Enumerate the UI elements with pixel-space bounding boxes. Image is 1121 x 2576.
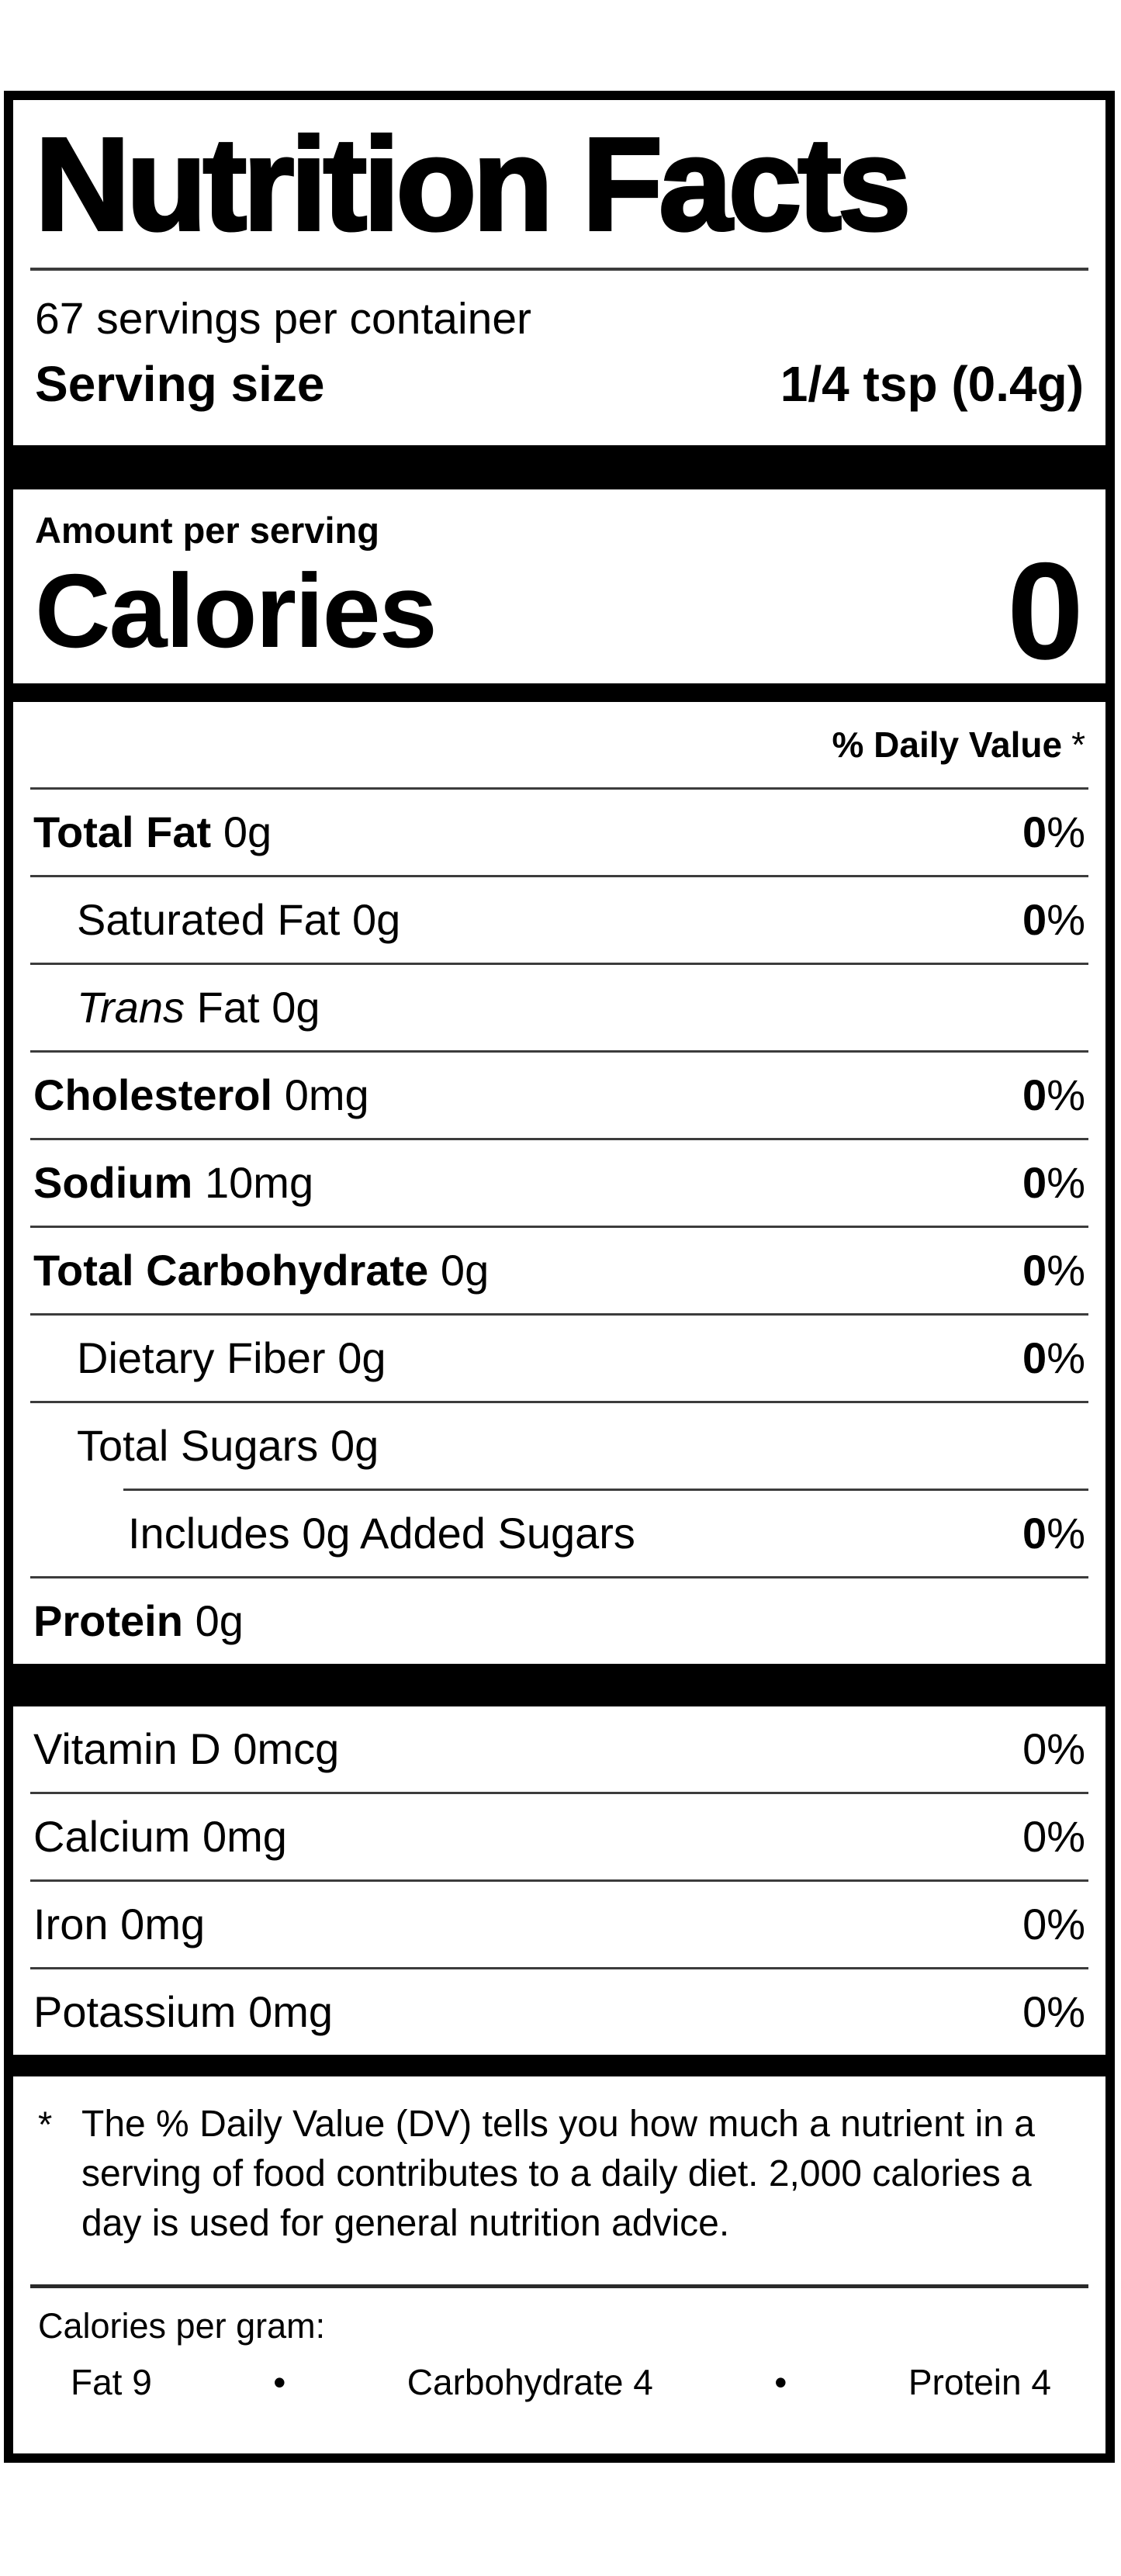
thick-divider	[13, 445, 1105, 490]
nutrient-name: Saturated Fat	[77, 895, 341, 945]
daily-value-header: % Daily Value *	[30, 702, 1088, 790]
nutrient-row-protein: Protein 0g	[30, 1578, 1088, 1664]
nutrient-amount: 0g	[351, 895, 401, 945]
calories-label: Calories	[35, 552, 438, 670]
nutrient-name: Cholesterol	[33, 1070, 273, 1120]
nutrient-dv: 0%	[1022, 895, 1085, 945]
nutrient-amount: 0g	[223, 807, 272, 857]
footnote: * The % Daily Value (DV) tells you how m…	[30, 2076, 1088, 2284]
cpg-item-carbohydrate: Carbohydrate 4	[407, 2362, 653, 2403]
divider	[30, 2284, 1088, 2288]
vitamin-name: Vitamin D	[33, 1724, 221, 1774]
nutrient-row-sodium: Sodium 10mg 0%	[30, 1140, 1088, 1229]
nutrient-name: Sodium	[33, 1158, 193, 1208]
vitamin-row-potassium: Potassium 0mg 0%	[30, 1969, 1088, 2055]
nutrient-dv: 0%	[1022, 1333, 1085, 1383]
indented-divider	[123, 1489, 1088, 1492]
nutrient-row-saturated-fat: Saturated Fat 0g 0%	[30, 877, 1088, 966]
nutrient-name: Total Carbohydrate	[33, 1246, 429, 1295]
nutrient-name: Protein	[33, 1596, 183, 1646]
nutrient-name: Dietary Fiber	[77, 1333, 326, 1383]
vitamin-amount: 0mcg	[233, 1724, 340, 1774]
daily-value-asterisk: *	[1071, 724, 1085, 766]
medium-divider	[13, 2055, 1105, 2077]
nutrition-facts-label: Nutrition Facts 67 servings per containe…	[4, 91, 1115, 2463]
nutrient-dv: 0%	[1022, 807, 1085, 857]
nutrient-dv: 0%	[1022, 1246, 1085, 1295]
nutrient-row-added-sugars: Includes 0g Added Sugars 0%	[30, 1491, 1088, 1579]
serving-size-row: Serving size 1/4 tsp (0.4g)	[30, 345, 1088, 446]
vitamin-row-vitamin-d: Vitamin D 0mcg 0%	[30, 1706, 1088, 1795]
vitamin-name: Iron	[33, 1900, 109, 1949]
nutrient-amount: 0g	[337, 1333, 386, 1383]
serving-size-value: 1/4 tsp (0.4g)	[780, 355, 1084, 412]
nutrient-amount: 0g	[195, 1596, 244, 1646]
nutrient-dv: 0%	[1022, 1070, 1085, 1120]
nutrient-amount: 0g	[272, 983, 320, 1032]
serving-size-label: Serving size	[35, 355, 325, 412]
nutrient-name: Fat	[196, 983, 260, 1032]
daily-value-header-text: % Daily Value	[832, 724, 1063, 766]
calories-per-gram-heading: Calories per gram:	[38, 2305, 326, 2346]
thick-divider	[13, 1664, 1105, 1707]
nutrient-row-dietary-fiber: Dietary Fiber 0g 0%	[30, 1316, 1088, 1404]
servings-per-container: 67 servings per container	[35, 294, 532, 344]
vitamin-amount: 0mg	[202, 1812, 287, 1862]
vitamin-row-iron: Iron 0mg 0%	[30, 1882, 1088, 1970]
nutrient-name-italic: Trans	[77, 983, 185, 1032]
vitamin-dv: 0%	[1022, 1724, 1085, 1774]
cpg-item-protein: Protein 4	[908, 2362, 1051, 2403]
nutrient-name: Includes	[128, 1509, 290, 1558]
vitamin-name: Potassium	[33, 1987, 237, 2037]
nutrient-amount: 0g	[440, 1246, 490, 1295]
vitamin-name: Calcium	[33, 1812, 191, 1862]
vitamin-amount: 0mg	[120, 1900, 206, 1949]
calories-row: Calories 0	[30, 534, 1088, 689]
nutrient-dv: 0%	[1022, 1158, 1085, 1208]
calories-per-gram-row: Fat 9 • Carbohydrate 4 • Protein 4	[30, 2349, 1088, 2406]
nutrient-row-cholesterol: Cholesterol 0mg 0%	[30, 1053, 1088, 1141]
nutrient-row-trans-fat: Trans Fat 0g	[30, 965, 1088, 1053]
calories-value: 0	[1007, 534, 1084, 689]
nutrient-name: Total Fat	[33, 807, 212, 857]
nutrient-amount: 0mg	[284, 1070, 369, 1120]
nutrient-row-total-carbohydrate: Total Carbohydrate 0g 0%	[30, 1228, 1088, 1316]
bullet-separator: •	[774, 2362, 787, 2403]
amount-per-serving-label: Amount per serving	[35, 510, 379, 552]
vitamin-amount: 0mg	[248, 1987, 334, 2037]
cpg-item-fat: Fat 9	[71, 2362, 152, 2403]
vitamin-dv: 0%	[1022, 1987, 1085, 2037]
footnote-marker: *	[38, 2104, 53, 2146]
vitamin-row-calcium: Calcium 0mg 0%	[30, 1794, 1088, 1883]
vitamin-dv: 0%	[1022, 1900, 1085, 1949]
nutrient-dv: 0%	[1022, 1509, 1085, 1558]
divider	[30, 268, 1088, 271]
medium-divider	[13, 683, 1105, 703]
nutrient-name: Total Sugars	[77, 1421, 319, 1471]
bullet-separator: •	[273, 2362, 286, 2403]
footnote-text: The % Daily Value (DV) tells you how muc…	[81, 2104, 1035, 2244]
nutrient-row-total-fat: Total Fat 0g 0%	[30, 790, 1088, 878]
label-title: Nutrition Facts	[33, 111, 912, 258]
nutrient-amount: 0g	[330, 1421, 379, 1471]
nutrient-row-total-sugars: Total Sugars 0g	[30, 1403, 1088, 1489]
nutrient-amount: 0g Added Sugars	[302, 1509, 635, 1558]
vitamin-dv: 0%	[1022, 1812, 1085, 1862]
nutrient-amount: 10mg	[205, 1158, 314, 1208]
